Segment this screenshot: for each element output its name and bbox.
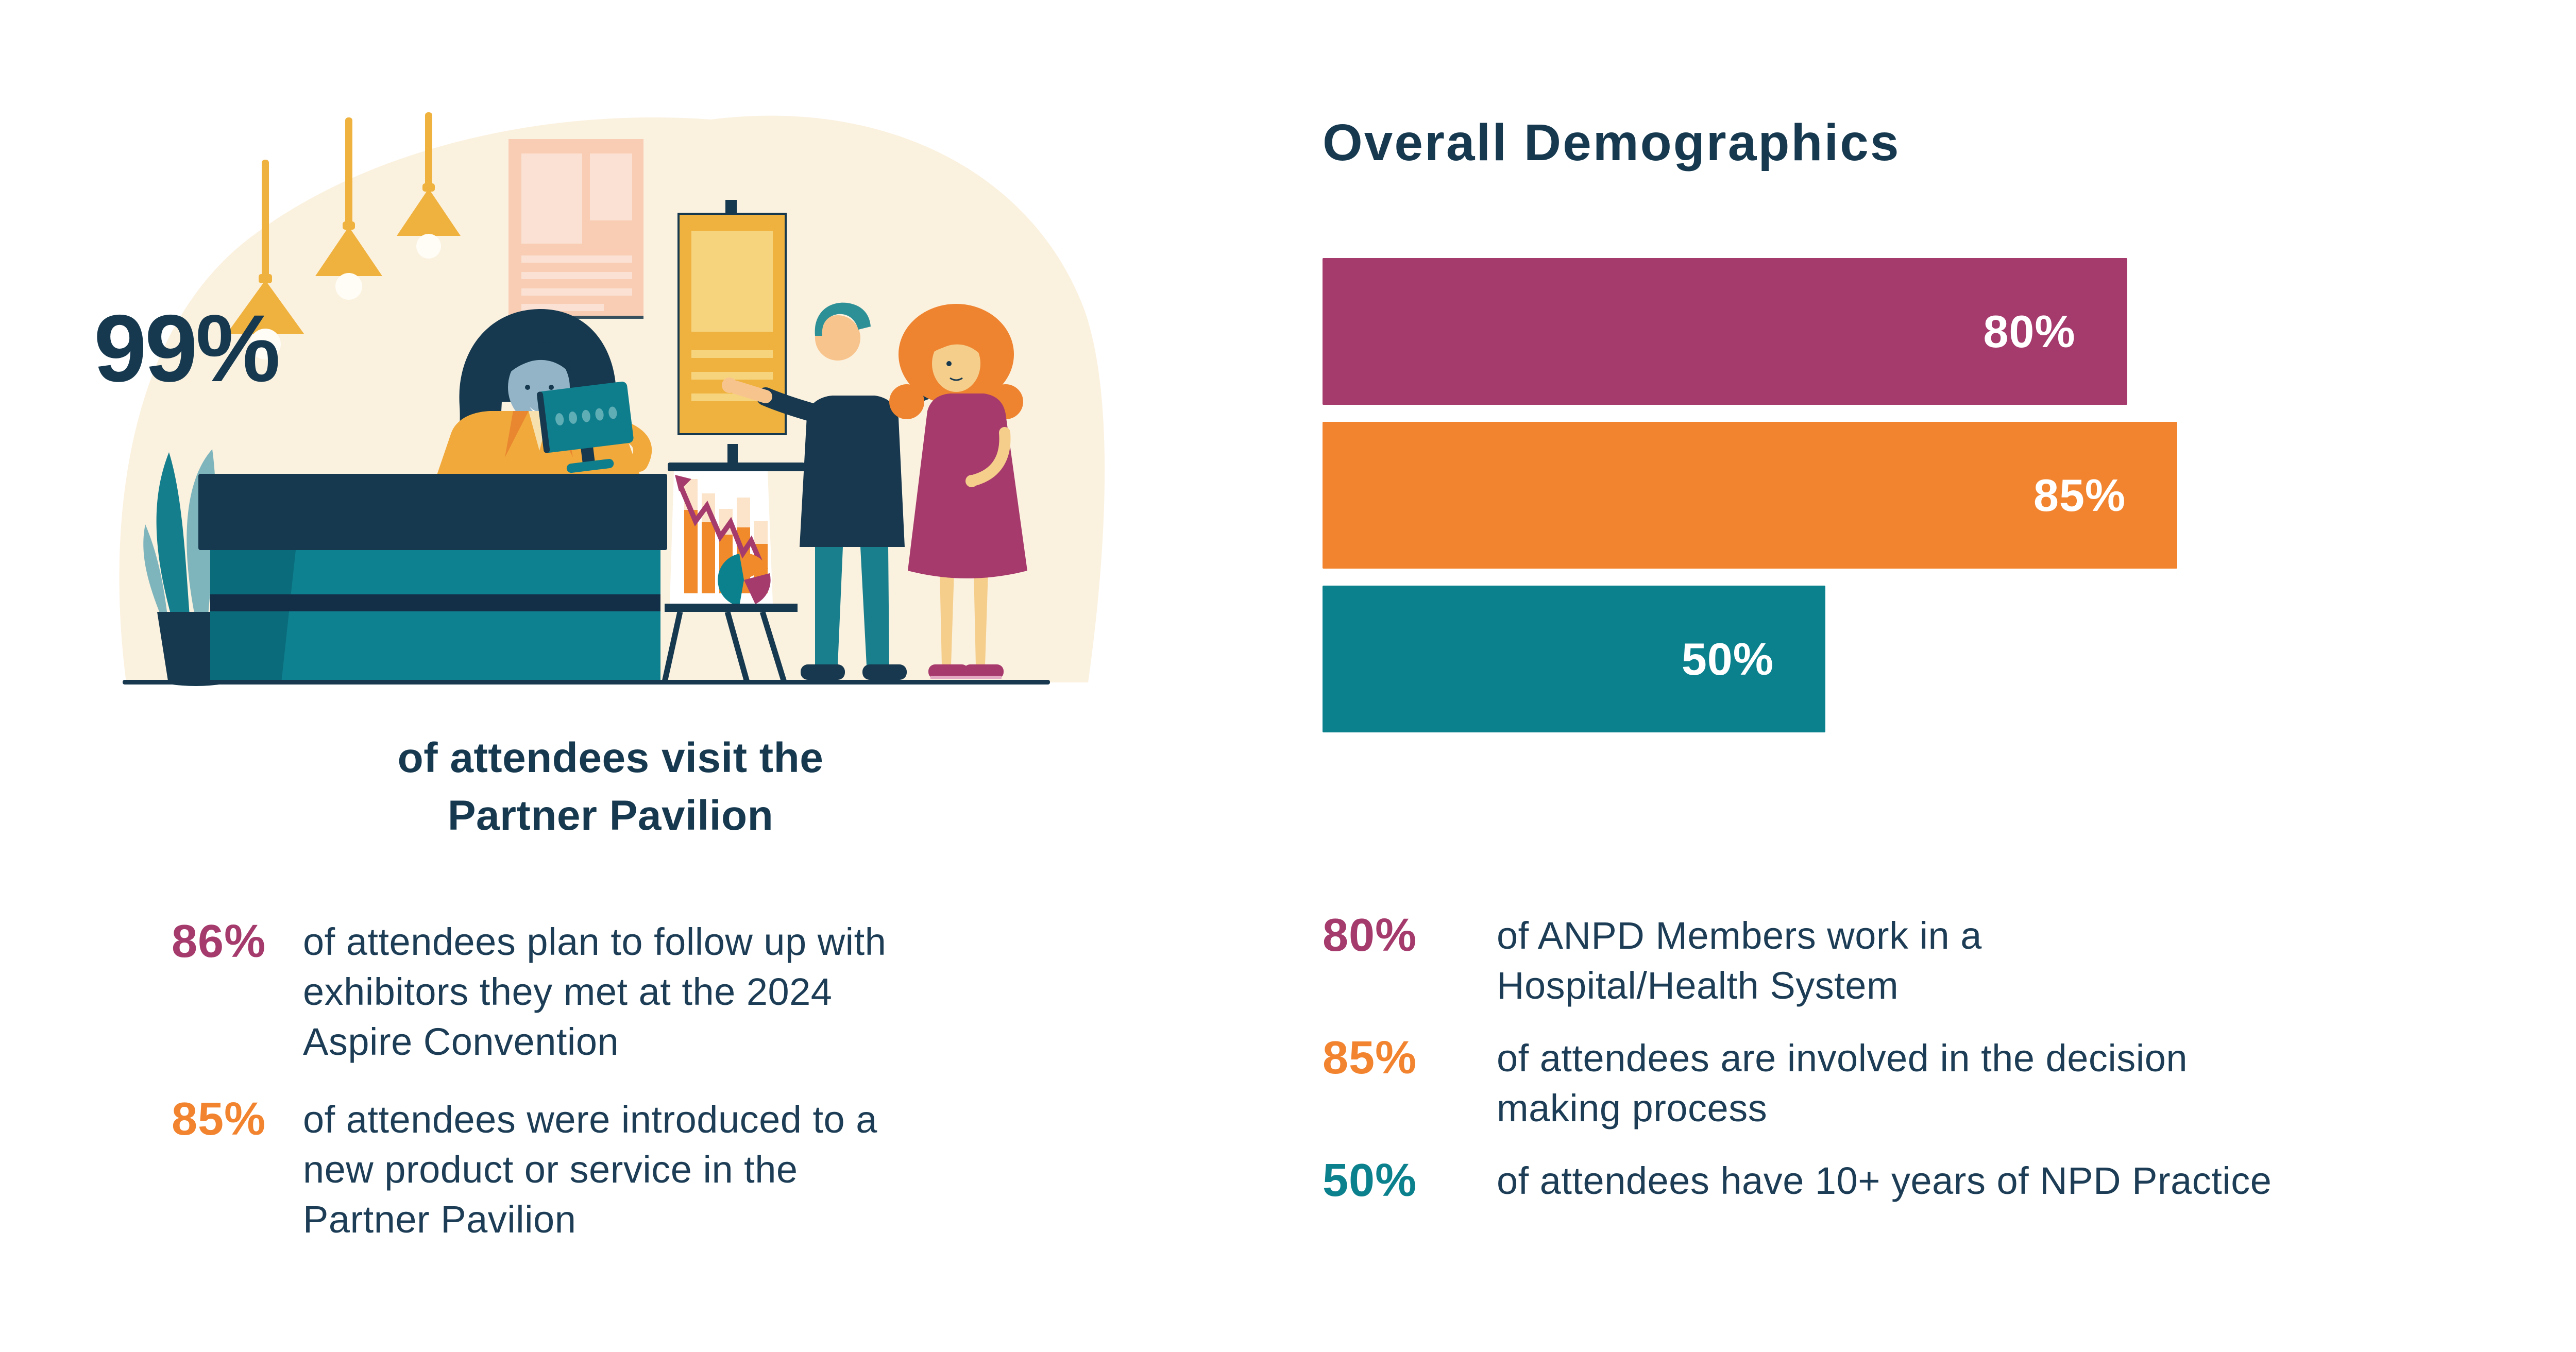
stat-text: of attendees were introduced to a new pr… [303,1094,877,1244]
hero-caption-line1: of attendees visit the [397,734,824,781]
partner-pavilion-illustration [119,112,1105,686]
reception-desk-icon [198,474,667,683]
stat-text-line: making process [1497,1087,1768,1129]
pendant-lamp-icon [397,112,461,259]
flipchart-easel-icon [662,444,805,683]
left-stats-list: 86% of attendees plan to follow up with … [172,917,1099,1272]
stat-text: of attendees plan to follow up with exhi… [303,917,886,1067]
bar-value-label: 50% [1681,633,1774,684]
stat-text-line: of attendees are involved in the decisio… [1497,1037,2188,1080]
stat-text-line: of ANPD Members work in a [1497,914,1982,957]
stat-text-line: new product or service in the [303,1148,798,1191]
stat-row: 50% of attendees have 10+ years of NPD P… [1323,1156,2487,1206]
hero-stat-value: 99% [94,296,280,402]
stat-text: of attendees are involved in the decisio… [1497,1033,2188,1133]
pendant-lamp-icon [315,117,382,300]
stat-value: 80% [1323,910,1417,961]
stat-value: 86% [172,916,266,967]
bar-80pct: 80% [1323,258,2127,405]
stat-text-line: of attendees have 10+ years of NPD Pract… [1497,1159,2272,1202]
stat-row: 86% of attendees plan to follow up with … [172,917,1099,1067]
stat-text-line: Partner Pavilion [303,1198,577,1241]
stat-row: 85% of attendees were introduced to a ne… [172,1094,1099,1244]
stat-text-line: Aspire Convention [303,1020,619,1063]
hero-caption: of attendees visit the Partner Pavilion [301,729,920,845]
bar-85pct: 85% [1323,422,2178,569]
computer-monitor-icon [537,381,634,473]
bar-50pct: 50% [1323,586,1825,732]
bar-value-label: 85% [2033,469,2126,521]
stat-value: 50% [1323,1155,1417,1206]
chart-title: Overall Demographics [1323,114,1901,172]
stat-value: 85% [1323,1032,1417,1084]
right-stats-list: 80% of ANPD Members work in a Hospital/H… [1323,911,2487,1228]
wall-poster-icon [509,139,643,319]
stat-text-line: of attendees plan to follow up with [303,920,887,963]
hero-caption-line2: Partner Pavilion [447,792,774,839]
stat-value: 85% [172,1093,266,1145]
visitor-woman [889,304,1027,679]
floor-line [123,680,1050,684]
stat-row: 80% of ANPD Members work in a Hospital/H… [1323,911,2487,1011]
stat-text-line: Hospital/Health System [1497,964,1899,1007]
stat-text: of ANPD Members work in a Hospital/Healt… [1497,911,1982,1011]
stat-text-line: exhibitors they met at the 2024 [303,970,833,1013]
pendant-lamp-icon [227,160,304,360]
stat-text: of attendees have 10+ years of NPD Pract… [1497,1156,2272,1206]
visitor-man [722,302,1019,680]
bar-value-label: 80% [1983,305,2076,357]
demographics-bar-chart: 80% 85% 50% [1323,258,2328,749]
stat-row: 85% of attendees are involved in the dec… [1323,1033,2487,1133]
stat-text-line: of attendees were introduced to a [303,1098,877,1141]
